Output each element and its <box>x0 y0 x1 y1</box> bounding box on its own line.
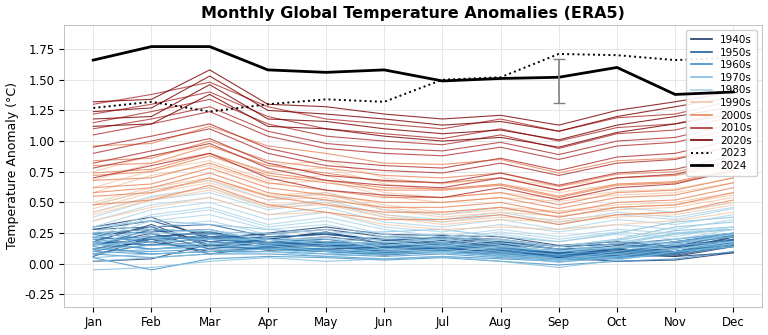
Y-axis label: Temperature Anomaly (°C): Temperature Anomaly (°C) <box>5 82 18 249</box>
Legend: 1940s, 1950s, 1960s, 1970s, 1980s, 1990s, 2000s, 2010s, 2020s, 2023, 2024: 1940s, 1950s, 1960s, 1970s, 1980s, 1990s… <box>686 30 757 176</box>
Title: Monthly Global Temperature Anomalies (ERA5): Monthly Global Temperature Anomalies (ER… <box>201 6 625 20</box>
